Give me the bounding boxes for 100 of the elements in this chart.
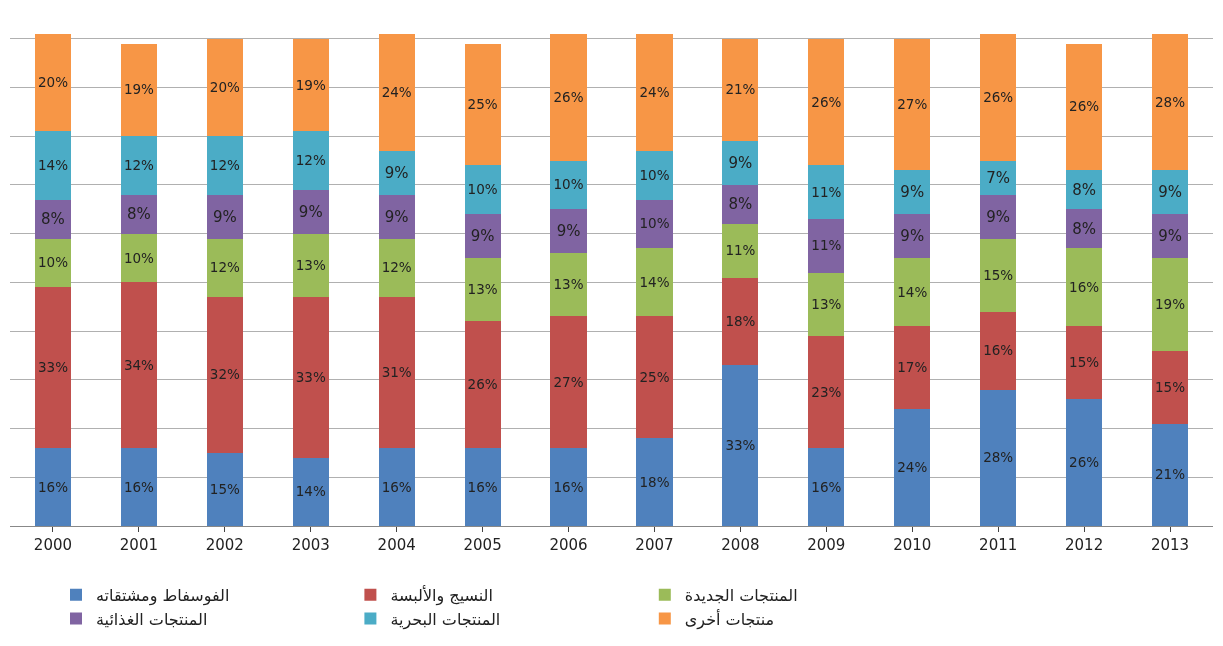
x-tick-label: 2000 <box>33 536 73 554</box>
data-label: 16% <box>37 478 69 495</box>
bar <box>464 258 501 322</box>
bar <box>464 214 501 259</box>
legend-label: المنتجات الجديدة <box>684 585 798 605</box>
x-tick-label: 2005 <box>463 536 502 554</box>
data-label: 32% <box>209 366 240 383</box>
x-tick-label: 2008 <box>721 536 760 554</box>
data-label: 15% <box>209 480 240 497</box>
data-label: 20% <box>37 74 69 91</box>
x-tick-label: 2012 <box>1065 536 1104 554</box>
bar <box>34 448 72 526</box>
data-label: 8% <box>1072 180 1096 199</box>
data-label: 12% <box>381 259 412 276</box>
data-label: 19% <box>1155 295 1186 312</box>
data-label: 11% <box>725 242 756 259</box>
bar <box>808 165 845 220</box>
data-label: 9% <box>298 202 323 221</box>
data-label: 10% <box>639 215 670 232</box>
bar <box>894 326 931 410</box>
bar <box>808 272 845 336</box>
bar <box>636 316 673 439</box>
bar <box>636 248 673 317</box>
legend-label: الفوسفاط ومشتقاته <box>96 585 230 606</box>
bar <box>636 33 673 151</box>
data-label: 31% <box>381 364 412 381</box>
bar <box>206 452 243 526</box>
data-label: 10% <box>37 254 69 271</box>
bar <box>120 43 157 137</box>
bar <box>206 238 243 297</box>
data-label: 16% <box>553 478 584 495</box>
data-label: 12% <box>209 156 240 173</box>
bar <box>292 38 329 132</box>
bar <box>378 33 415 151</box>
bar <box>378 297 415 449</box>
data-label: 26% <box>983 88 1014 105</box>
bar <box>120 136 157 195</box>
bar <box>550 448 587 526</box>
bar <box>980 194 1017 239</box>
bar <box>378 448 415 526</box>
bar <box>378 238 415 297</box>
bar <box>206 38 243 137</box>
bar <box>550 253 587 317</box>
bar <box>34 33 72 132</box>
data-label: 10% <box>639 166 670 183</box>
data-label: 16% <box>811 478 842 495</box>
bar <box>292 457 329 526</box>
bar <box>1066 43 1103 171</box>
data-label: 21% <box>1155 466 1186 483</box>
data-label: 8% <box>1072 219 1096 238</box>
bar <box>636 438 673 526</box>
bar <box>120 448 157 526</box>
bar <box>980 33 1017 161</box>
x-tick-label: 2006 <box>549 536 588 554</box>
bar <box>292 131 329 190</box>
legend-label: المنتجات البحرية <box>390 609 501 630</box>
x-tick-label: 2004 <box>377 536 416 554</box>
bar <box>808 335 845 449</box>
data-label: 24% <box>639 83 670 100</box>
data-label: 11% <box>811 183 842 200</box>
data-label: 15% <box>1069 354 1100 371</box>
data-label: 13% <box>295 256 326 273</box>
bar <box>894 170 931 215</box>
legend-label: النسيج والألبسة <box>390 584 493 606</box>
x-tick-label: 2009 <box>807 536 846 554</box>
data-label: 13% <box>467 281 498 298</box>
bar <box>722 38 759 142</box>
data-label: 12% <box>209 259 240 276</box>
data-label: 16% <box>983 342 1014 359</box>
data-label: 16% <box>467 478 498 495</box>
data-label: 11% <box>811 237 842 254</box>
data-label: 16% <box>381 478 412 495</box>
bar <box>34 287 72 449</box>
legend-label: منتجات أخرى <box>684 608 775 630</box>
bar <box>206 136 243 195</box>
data-label: 9% <box>1158 227 1182 246</box>
x-tick-label: 2007 <box>635 536 674 554</box>
data-label: 17% <box>897 359 928 376</box>
bar <box>1151 170 1189 215</box>
bar <box>550 160 587 210</box>
data-label: 27% <box>553 373 584 390</box>
bar <box>980 311 1017 390</box>
data-label: 26% <box>1069 454 1100 471</box>
bar <box>1151 214 1189 259</box>
data-label: 8% <box>728 195 753 214</box>
bar <box>1151 350 1189 424</box>
data-label: 23% <box>811 383 842 400</box>
bar <box>550 209 587 254</box>
data-label: 33% <box>725 437 756 454</box>
data-label: 10% <box>553 176 584 193</box>
legend-label: المنتجات الغذائية <box>96 609 208 629</box>
bar <box>636 150 673 200</box>
bar <box>464 165 501 215</box>
data-label: 9% <box>900 227 925 246</box>
data-label: 26% <box>553 88 584 105</box>
x-tick-label: 2002 <box>205 536 244 554</box>
data-label: 26% <box>811 93 842 110</box>
data-label: 14% <box>897 283 928 300</box>
bar <box>378 150 415 195</box>
data-label: 33% <box>37 359 69 376</box>
